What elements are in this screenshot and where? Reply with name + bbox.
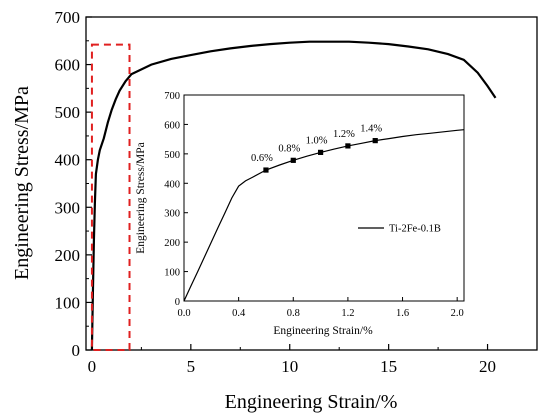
strain-marker-label: 0.6%	[251, 153, 273, 164]
inset-y-tick-label: 0	[175, 297, 180, 308]
inset-y-tick-label: 200	[164, 238, 180, 249]
inset-plot: 0.0 0.4 0.8 1.2 1.6 2.0 0 100 200 300 400 500 600 70…	[135, 91, 465, 337]
main-x-tick-label: 15	[380, 357, 397, 376]
main-y-tick-label: 400	[55, 151, 81, 170]
main-y-tick-label: 100	[55, 293, 81, 312]
legend-label: Ti-2Fe-0.1B	[389, 224, 441, 235]
main-y-tick-label: 700	[55, 8, 81, 27]
main-x-tick-label: 5	[187, 357, 196, 376]
main-y-tick-label: 600	[55, 56, 81, 75]
inset-y-tick-label: 500	[164, 150, 180, 161]
strain-marker-label: 1.4%	[360, 124, 382, 135]
main-y-tick-label: 200	[55, 246, 81, 265]
inset-y-tick-label: 300	[164, 209, 180, 220]
strain-marker-label: 0.8%	[278, 143, 300, 154]
inset-legend: Ti-2Fe-0.1B	[358, 224, 441, 235]
inset-y-axis-label: Engineering Stress/MPa	[135, 142, 147, 253]
strain-marker	[345, 143, 351, 149]
strain-marker-label: 1.0%	[306, 135, 328, 146]
inset-y-tick-label: 700	[164, 91, 180, 102]
highlight-dashed-box	[90, 43, 131, 351]
inset-plot-frame	[183, 94, 465, 302]
main-x-axis-label: Engineering Strain/%	[225, 391, 398, 413]
main-x-tick-label: 20	[479, 357, 496, 376]
inset-x-tick-label: 1.2	[341, 308, 354, 319]
strain-marker	[290, 157, 296, 163]
inset-x-tick-label: 0.4	[232, 308, 246, 319]
strain-marker-label: 1.2%	[333, 129, 355, 140]
main-series-line	[90, 40, 497, 351]
strain-marker	[317, 149, 324, 155]
main-y-tick-label: 500	[55, 103, 81, 122]
main-y-axis-label: Engineering Stress/MPa	[11, 86, 33, 280]
main-x-tick-label: 10	[281, 357, 298, 376]
inset-x-tick-label: 0.8	[287, 308, 300, 319]
strain-marker	[263, 167, 269, 173]
inset-x-axis-label: Engineering Strain/%	[273, 325, 373, 337]
main-x-tick-label: 0	[88, 357, 97, 376]
inset-y-tick-label: 400	[164, 179, 180, 190]
main-plot: 0 5 10 15 20 0 100 200 300 400 500 600 700 Engineer…	[11, 8, 538, 413]
inset-y-tick-label: 600	[164, 120, 180, 131]
inset-x-tick-label: 1.6	[396, 308, 409, 319]
inset-x-tick-label: 2.0	[451, 308, 464, 319]
strain-marker	[372, 138, 378, 144]
inset-background	[184, 95, 464, 301]
main-y-tick-label: 300	[55, 198, 81, 217]
main-y-tick-label: 0	[72, 341, 81, 360]
inset-x-tick-label: 0.0	[177, 308, 190, 319]
inset-y-tick-label: 100	[164, 268, 180, 279]
